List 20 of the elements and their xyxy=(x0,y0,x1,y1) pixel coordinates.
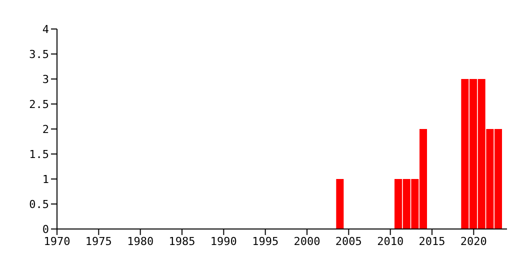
x-tick-label: 1970 xyxy=(44,234,70,248)
x-tick-label: 2000 xyxy=(294,234,320,248)
x-tick-label: 2020 xyxy=(460,234,487,248)
y-tick-label: 1 xyxy=(42,172,49,186)
x-tick-label: 1980 xyxy=(127,234,154,248)
x-tick-label: 1990 xyxy=(210,234,237,248)
y-tick-label: 3 xyxy=(42,72,49,86)
x-tick-label: 1985 xyxy=(168,234,196,248)
x-tick-label: 1995 xyxy=(252,234,279,248)
y-tick-label: 3.5 xyxy=(29,48,49,61)
y-tick-label: 0.5 xyxy=(29,198,49,211)
y-tick-label: 1.5 xyxy=(29,148,49,161)
x-tick-label: 1975 xyxy=(85,234,112,248)
y-tick-label: 0 xyxy=(42,222,49,236)
y-tick-label: 4 xyxy=(42,22,50,36)
x-tick-label: 2015 xyxy=(418,234,446,248)
y-tick-label: 2 xyxy=(42,122,49,136)
x-tick-label: 2010 xyxy=(377,234,404,248)
y-tick-label: 2.5 xyxy=(29,98,49,111)
x-tick-label: 2005 xyxy=(335,234,362,248)
